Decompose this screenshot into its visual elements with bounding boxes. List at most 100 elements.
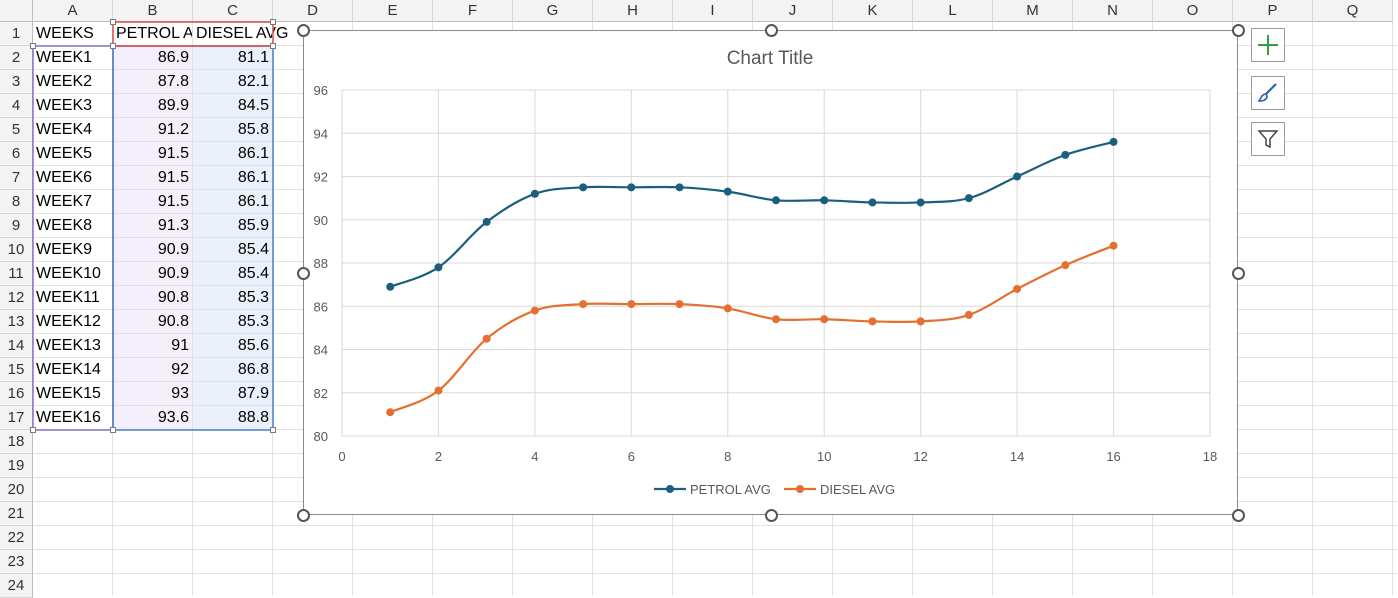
column-header-O[interactable]: O (1153, 0, 1233, 22)
table-cell[interactable]: WEEK11 (33, 286, 113, 310)
column-header-M[interactable]: M (993, 0, 1073, 22)
row-header-9[interactable]: 9 (0, 214, 33, 238)
table-cell[interactable]: 91.3 (113, 214, 193, 238)
table-cell[interactable]: 86.8 (193, 358, 273, 382)
table-cell[interactable]: 91.5 (113, 142, 193, 166)
column-header-A[interactable]: A (33, 0, 113, 22)
table-cell[interactable]: 85.9 (193, 214, 273, 238)
table-cell[interactable]: 84.5 (193, 94, 273, 118)
resize-handle[interactable] (764, 509, 778, 522)
table-cell[interactable]: 85.4 (193, 238, 273, 262)
resize-handle[interactable] (1232, 24, 1245, 37)
table-cell[interactable]: 85.3 (193, 310, 273, 334)
table-cell[interactable]: 91.5 (113, 166, 193, 190)
table-cell[interactable]: 86.9 (113, 46, 193, 70)
column-header-J[interactable]: J (753, 0, 833, 22)
table-cell[interactable]: 86.1 (193, 142, 273, 166)
table-cell[interactable]: WEEK13 (33, 334, 113, 358)
row-header-8[interactable]: 8 (0, 190, 33, 214)
table-cell[interactable]: WEEK9 (33, 238, 113, 262)
column-header-P[interactable]: P (1233, 0, 1313, 22)
row-header-15[interactable]: 15 (0, 358, 33, 382)
table-cell[interactable]: WEEK4 (33, 118, 113, 142)
header-cell-petrol[interactable]: PETROL AV (113, 22, 193, 46)
table-cell[interactable]: 86.1 (193, 166, 273, 190)
column-header-B[interactable]: B (113, 0, 193, 22)
resize-handle[interactable] (1232, 266, 1245, 280)
table-cell[interactable]: WEEK15 (33, 382, 113, 406)
column-header-G[interactable]: G (513, 0, 593, 22)
table-cell[interactable]: 90.9 (113, 238, 193, 262)
column-header-E[interactable]: E (353, 0, 433, 22)
table-cell[interactable]: WEEK2 (33, 70, 113, 94)
column-header-N[interactable]: N (1073, 0, 1153, 22)
table-cell[interactable]: WEEK3 (33, 94, 113, 118)
table-cell[interactable]: 85.4 (193, 262, 273, 286)
row-header-24[interactable]: 24 (0, 574, 33, 598)
line-chart[interactable]: Chart Title 80 82 84 86 88 90 92 94 96 0 2 4 6 8 10 12 14… (304, 31, 1237, 514)
table-cell[interactable]: 86.1 (193, 190, 273, 214)
header-cell-diesel[interactable]: DIESEL AVG (193, 22, 288, 46)
table-cell[interactable]: WEEK6 (33, 166, 113, 190)
row-header-2[interactable]: 2 (0, 46, 33, 70)
resize-handle[interactable] (764, 24, 778, 37)
table-cell[interactable]: 85.3 (193, 286, 273, 310)
row-header-23[interactable]: 23 (0, 550, 33, 574)
row-header-19[interactable]: 19 (0, 454, 33, 478)
resize-handle[interactable] (1232, 509, 1245, 522)
row-header-18[interactable]: 18 (0, 430, 33, 454)
table-cell[interactable]: WEEK8 (33, 214, 113, 238)
column-header-Q[interactable]: Q (1313, 0, 1393, 22)
row-header-16[interactable]: 16 (0, 382, 33, 406)
table-cell[interactable]: WEEK7 (33, 190, 113, 214)
table-cell[interactable]: WEEK5 (33, 142, 113, 166)
row-header-3[interactable]: 3 (0, 70, 33, 94)
table-cell[interactable]: WEEK16 (33, 406, 113, 430)
row-header-1[interactable]: 1 (0, 22, 33, 46)
row-header-12[interactable]: 12 (0, 286, 33, 310)
table-cell[interactable]: 82.1 (193, 70, 273, 94)
row-header-13[interactable]: 13 (0, 310, 33, 334)
table-cell[interactable]: 89.9 (113, 94, 193, 118)
table-cell[interactable]: 90.8 (113, 310, 193, 334)
row-header-22[interactable]: 22 (0, 526, 33, 550)
row-header-21[interactable]: 21 (0, 502, 33, 526)
chart-elements-button[interactable] (1251, 28, 1285, 62)
table-cell[interactable]: 85.8 (193, 118, 273, 142)
row-header-11[interactable]: 11 (0, 262, 33, 286)
header-cell-weeks[interactable]: WEEKS (33, 22, 113, 46)
column-header-C[interactable]: C (193, 0, 273, 22)
row-header-14[interactable]: 14 (0, 334, 33, 358)
column-header-I[interactable]: I (673, 0, 753, 22)
table-cell[interactable]: 88.8 (193, 406, 273, 430)
table-cell[interactable]: 90.8 (113, 286, 193, 310)
resize-handle[interactable] (297, 266, 310, 280)
table-cell[interactable]: 91.5 (113, 190, 193, 214)
row-header-17[interactable]: 17 (0, 406, 33, 430)
row-header-20[interactable]: 20 (0, 478, 33, 502)
table-cell[interactable]: 93.6 (113, 406, 193, 430)
column-header-K[interactable]: K (833, 0, 913, 22)
select-all-corner[interactable] (0, 0, 33, 22)
row-header-6[interactable]: 6 (0, 142, 33, 166)
table-cell[interactable]: 87.9 (193, 382, 273, 406)
column-header-H[interactable]: H (593, 0, 673, 22)
row-header-10[interactable]: 10 (0, 238, 33, 262)
table-cell[interactable]: 92 (113, 358, 193, 382)
row-header-4[interactable]: 4 (0, 94, 33, 118)
row-header-7[interactable]: 7 (0, 166, 33, 190)
column-header-D[interactable]: D (273, 0, 353, 22)
chart-styles-button[interactable] (1251, 76, 1285, 110)
row-header-5[interactable]: 5 (0, 118, 33, 142)
table-cell[interactable]: 93 (113, 382, 193, 406)
table-cell[interactable]: 91.2 (113, 118, 193, 142)
table-cell[interactable]: 91 (113, 334, 193, 358)
table-cell[interactable]: WEEK10 (33, 262, 113, 286)
column-header-F[interactable]: F (433, 0, 513, 22)
table-cell[interactable]: WEEK14 (33, 358, 113, 382)
table-cell[interactable]: WEEK12 (33, 310, 113, 334)
table-cell[interactable]: 85.6 (193, 334, 273, 358)
table-cell[interactable]: WEEK1 (33, 46, 113, 70)
chart-object[interactable]: Chart Title 80 82 84 86 88 90 92 94 96 0 2 4 6 8 10 12 14… (303, 30, 1238, 515)
resize-handle[interactable] (297, 24, 310, 37)
